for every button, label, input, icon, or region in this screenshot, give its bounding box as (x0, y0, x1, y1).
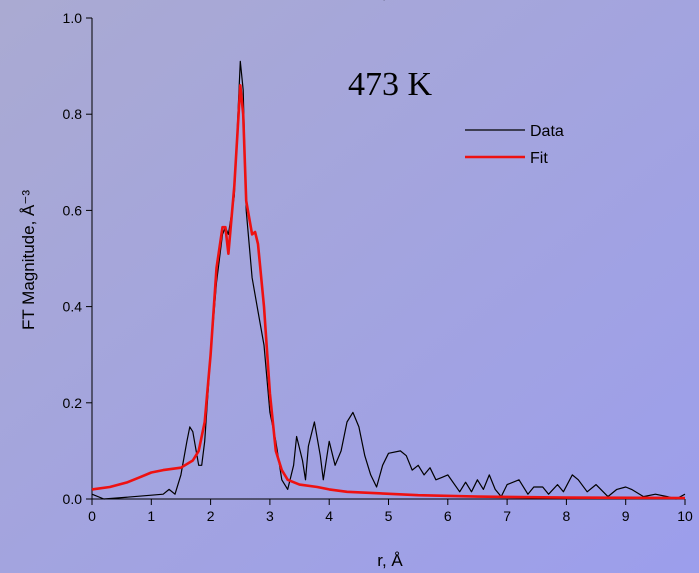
y-tick-label: 0.6 (63, 202, 83, 218)
x-tick-label: 9 (622, 508, 630, 524)
y-axis-label: FT Magnitude, Å⁻³ (19, 190, 38, 330)
y-tick-label: 0.0 (63, 491, 83, 507)
legend-label: Fit (530, 150, 548, 167)
y-tick-label: 0.2 (63, 395, 83, 411)
legend-label: Data (530, 123, 564, 140)
y-tick-label: 0.4 (63, 299, 83, 315)
x-tick-label: 1 (147, 508, 155, 524)
x-tick-label: 10 (677, 508, 693, 524)
x-tick-label: 6 (444, 508, 452, 524)
top-axis-label: r, Å (377, 0, 403, 2)
x-tick-label: 8 (563, 508, 571, 524)
annotation: 473 K (348, 66, 433, 103)
x-axis-label: r, Å (377, 551, 403, 570)
y-tick-label: 1.0 (63, 10, 83, 26)
x-tick-label: 3 (266, 508, 274, 524)
x-tick-label: 4 (325, 508, 333, 524)
series-line (91, 84, 686, 500)
x-tick-label: 2 (207, 508, 215, 524)
x-tick-label: 0 (88, 508, 96, 524)
y-tick-label: 0.8 (63, 106, 83, 122)
x-tick-label: 7 (503, 508, 511, 524)
x-tick-label: 5 (385, 508, 393, 524)
